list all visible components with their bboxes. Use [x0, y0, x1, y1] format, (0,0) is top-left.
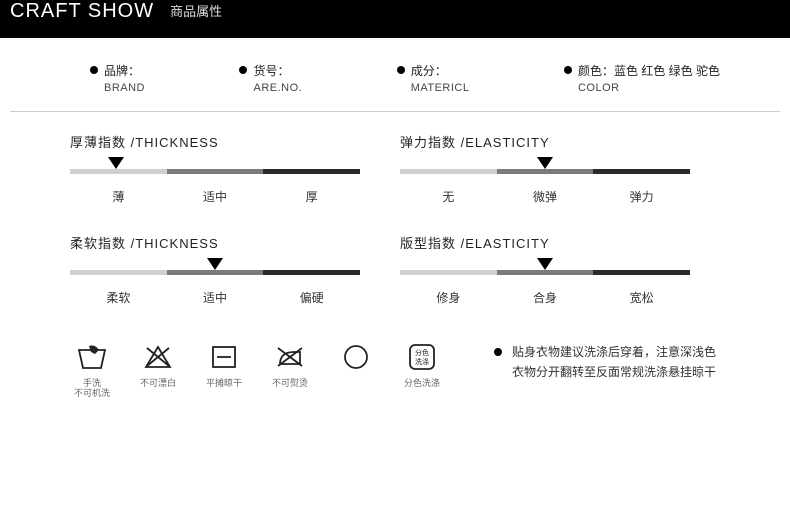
attr-label-en: BRAND	[104, 80, 145, 97]
care-label: 分色洗涤	[404, 378, 440, 389]
slider-tick: 微弹	[497, 188, 594, 205]
attr-label-cn: 成分：	[411, 62, 470, 80]
slider-track	[400, 169, 690, 174]
header-subtitle: 商品属性	[170, 1, 222, 20]
slider-seg	[400, 169, 497, 174]
slider-softness: 柔软指数 /THICKNESS 柔软 适中 偏硬	[70, 233, 400, 334]
slider-label: 柔软指数 /THICKNESS	[70, 233, 400, 252]
slider-tick: 薄	[70, 188, 167, 205]
slider-seg	[497, 270, 594, 275]
slider-label: 弹力指数 /ELASTICITY	[400, 132, 730, 151]
care-label: 手洗 不可机洗	[74, 378, 110, 400]
slider-tick: 偏硬	[263, 289, 360, 306]
care-label: 不可漂白	[140, 378, 176, 389]
slider-tick: 适中	[167, 289, 264, 306]
slider-seg	[167, 169, 264, 174]
attr-brand: 品牌： BRAND	[90, 62, 145, 97]
care-icons: 手洗 不可机洗 不可漂白 平摊晾干 不可熨烫	[70, 342, 444, 400]
slider-seg	[400, 270, 497, 275]
attr-label-cn: 货号：	[253, 62, 302, 80]
attr-label-en: MATERICL	[411, 80, 470, 97]
bullet-icon	[494, 348, 502, 356]
svg-text:洗涤: 洗涤	[415, 357, 429, 366]
care-no-bleach: 不可漂白	[136, 342, 180, 400]
slider-seg	[263, 169, 360, 174]
care-no-iron: 不可熨烫	[268, 342, 312, 400]
slider-track	[400, 270, 690, 275]
bullet-icon	[90, 66, 98, 74]
slider-track	[70, 270, 360, 275]
slider-tick: 柔软	[70, 289, 167, 306]
dryclean-icon	[342, 342, 370, 372]
slider-pointer-icon	[537, 157, 553, 169]
sliders-grid: 厚薄指数 /THICKNESS 薄 适中 厚 弹力指数 /ELASTICITY	[0, 112, 790, 334]
care-flat-dry: 平摊晾干	[202, 342, 246, 400]
care-separate: 分色洗涤 分色洗涤	[400, 342, 444, 400]
bullet-icon	[564, 66, 572, 74]
slider-tick: 无	[400, 188, 497, 205]
slider-seg	[497, 169, 594, 174]
header-title: CRAFT SHOW	[10, 0, 154, 23]
attr-material: 成分： MATERICL	[397, 62, 470, 97]
attr-label-en: COLOR	[578, 80, 720, 97]
slider-pointer-icon	[108, 157, 124, 169]
slider-pointer-icon	[207, 258, 223, 270]
attr-color: 颜色：蓝色 红色 绿色 驼色 COLOR	[564, 62, 720, 97]
attr-label-cn: 品牌：	[104, 62, 145, 80]
bullet-icon	[239, 66, 247, 74]
slider-pointer-icon	[537, 258, 553, 270]
slider-tick: 合身	[497, 289, 594, 306]
note-line: 贴身衣物建议洗涤后穿着，注意深浅色	[512, 342, 716, 362]
care-row: 手洗 不可机洗 不可漂白 平摊晾干 不可熨烫	[0, 334, 790, 400]
slider-seg	[70, 169, 167, 174]
attributes-row: 品牌： BRAND 货号： ARE.NO. 成分： MATERICL 颜色：蓝色…	[10, 38, 780, 112]
slider-seg	[263, 270, 360, 275]
care-note: 贴身衣物建议洗涤后穿着，注意深浅色 衣物分开翻转至反面常规洗涤悬挂晾干	[494, 342, 716, 383]
slider-seg	[593, 169, 690, 174]
care-dryclean	[334, 342, 378, 400]
slider-label: 版型指数 /ELASTICITY	[400, 233, 730, 252]
slider-tick: 修身	[400, 289, 497, 306]
no-iron-icon	[274, 342, 306, 372]
care-label: 平摊晾干	[206, 378, 242, 389]
svg-text:分色: 分色	[415, 348, 429, 357]
flat-dry-icon	[210, 342, 238, 372]
slider-tick: 厚	[263, 188, 360, 205]
slider-thickness: 厚薄指数 /THICKNESS 薄 适中 厚	[70, 132, 400, 233]
bullet-icon	[397, 66, 405, 74]
attr-label-cn: 颜色：蓝色 红色 绿色 驼色	[578, 62, 720, 80]
handwash-icon	[77, 342, 107, 372]
separate-wash-icon: 分色洗涤	[408, 342, 436, 372]
slider-tick: 适中	[167, 188, 264, 205]
attr-article-no: 货号： ARE.NO.	[239, 62, 302, 97]
slider-track	[70, 169, 360, 174]
attr-label-en: ARE.NO.	[253, 80, 302, 97]
slider-elasticity: 弹力指数 /ELASTICITY 无 微弹 弹力	[400, 132, 730, 233]
slider-label: 厚薄指数 /THICKNESS	[70, 132, 400, 151]
slider-seg	[70, 270, 167, 275]
slider-tick: 弹力	[593, 188, 690, 205]
care-handwash: 手洗 不可机洗	[70, 342, 114, 400]
care-label: 不可熨烫	[272, 378, 308, 389]
slider-tick: 宽松	[593, 289, 690, 306]
no-bleach-icon	[143, 342, 173, 372]
note-line: 衣物分开翻转至反面常规洗涤悬挂晾干	[512, 362, 716, 382]
slider-fit: 版型指数 /ELASTICITY 修身 合身 宽松	[400, 233, 730, 334]
slider-seg	[167, 270, 264, 275]
slider-seg	[593, 270, 690, 275]
header: CRAFT SHOW 商品属性	[0, 0, 790, 38]
